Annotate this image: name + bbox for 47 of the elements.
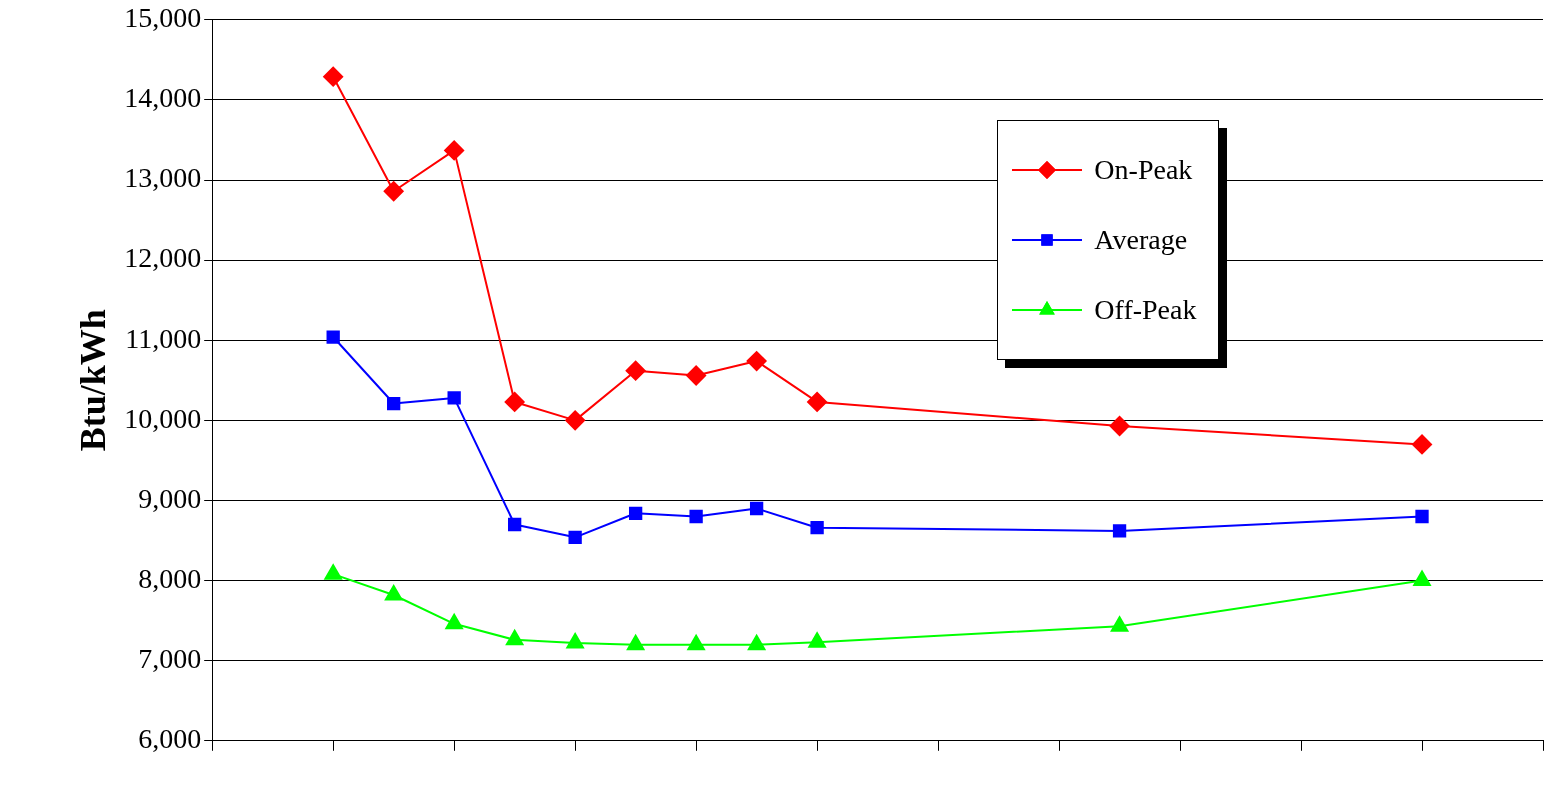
point [566,633,584,649]
point [747,634,766,651]
y-tick-label: 7,000 [138,643,202,675]
point [1413,570,1431,587]
y-tick-label: 10,000 [124,402,202,434]
y-tick-label: 15,000 [124,2,202,34]
legend-label: Off-Peak [1094,293,1197,326]
point [444,140,465,161]
point [504,391,525,412]
point [1412,434,1433,455]
y-tick-label: 14,000 [124,82,202,114]
y-axis-title: Btu/kWh [72,309,113,452]
point [810,521,824,535]
y-tick-label: 12,000 [124,242,202,274]
point [568,530,582,544]
point [625,360,646,381]
y-tick-label: 6,000 [138,723,202,755]
point [807,391,828,412]
point [626,634,645,651]
y-tick-label: 8,000 [138,562,202,594]
point [383,181,404,202]
point [749,501,764,516]
point [686,365,707,386]
y-tick-label: 11,000 [125,322,202,354]
point [326,330,340,344]
point [384,585,403,601]
point [447,391,461,405]
point [323,66,344,87]
point [445,613,463,630]
legend-label: Average [1094,223,1188,256]
point [387,396,401,411]
point [628,506,643,520]
point [508,517,522,532]
point [746,351,767,372]
point [1112,524,1127,538]
point [505,629,524,646]
point [1110,616,1129,632]
y-tick-label: 13,000 [124,162,202,194]
point [687,634,705,651]
point [324,564,342,580]
point [808,632,826,648]
point [1415,509,1429,524]
point [1109,415,1130,436]
y-tick-label: 9,000 [138,482,202,514]
point [689,509,703,524]
legend-label: On-Peak [1094,153,1193,186]
point [565,410,586,431]
